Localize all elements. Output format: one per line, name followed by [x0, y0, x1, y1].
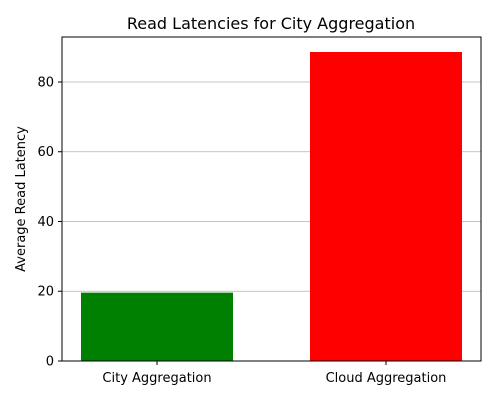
- bar-city-aggregation: [81, 292, 233, 361]
- x-tick-label: Cloud Aggregation: [326, 371, 447, 386]
- chart-title: Read Latencies for City Aggregation: [127, 14, 415, 33]
- y-tick-label: 40: [37, 215, 54, 230]
- y-tick-label: 60: [37, 145, 54, 160]
- y-axis-ticks: 0 20 40 60 80: [37, 75, 62, 370]
- y-tick-label: 0: [46, 355, 54, 370]
- x-tick-label: City Aggregation: [102, 371, 211, 386]
- bars: [81, 51, 462, 362]
- bar-cloud-aggregation: [310, 51, 462, 362]
- y-tick-label: 20: [37, 285, 54, 300]
- x-axis-ticks: City Aggregation Cloud Aggregation: [102, 361, 446, 386]
- plot-frame: [61, 36, 482, 362]
- y-axis-label: Average Read Latency: [14, 126, 29, 272]
- y-tick-label: 80: [37, 75, 54, 90]
